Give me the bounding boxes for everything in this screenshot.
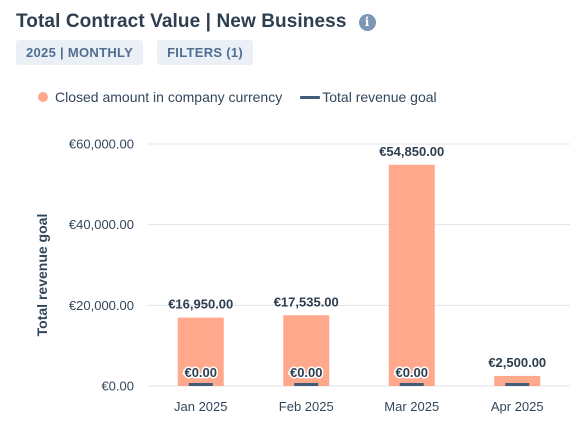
bar[interactable]: [177, 317, 224, 386]
x-tick-label: Mar 2025: [384, 399, 439, 414]
date-range-filter-button[interactable]: 2025 | MONTHLY: [16, 40, 144, 65]
info-icon[interactable]: i: [358, 13, 376, 31]
filter-pills: 2025 | MONTHLY FILTERS (1): [16, 40, 568, 65]
legend-line-swatch: [300, 95, 321, 99]
bar-value-label: €2,500.00: [488, 355, 546, 370]
x-tick-label: Jan 2025: [174, 399, 228, 414]
legend-bar-label[interactable]: Closed amount in company currency: [55, 89, 283, 105]
bar-value-label: €54,850.00: [379, 144, 444, 159]
goal-value-label: €0.00: [395, 365, 428, 380]
y-tick-label: €60,000.00: [69, 137, 134, 152]
legend-line-label[interactable]: Total revenue goal: [322, 89, 437, 105]
bar[interactable]: [494, 375, 541, 386]
x-tick-label: Feb 2025: [279, 399, 334, 414]
report-title: Total Contract Value | New Business: [16, 11, 347, 32]
y-tick-label: €0.00: [101, 379, 134, 394]
report-header: Total Contract Value | New Business i 20…: [16, 8, 568, 65]
filters-button[interactable]: FILTERS (1): [157, 40, 254, 65]
bar[interactable]: [388, 164, 435, 386]
bar-value-label: €17,535.00: [274, 294, 339, 309]
title-row: Total Contract Value | New Business i: [16, 8, 568, 36]
y-tick-label: €40,000.00: [69, 217, 134, 232]
goal-value-label: €0.00: [184, 365, 217, 380]
goal-value-label: €0.00: [290, 365, 323, 380]
y-tick-label: €20,000.00: [69, 298, 134, 313]
y-axis-label: Total revenue goal: [34, 214, 50, 337]
x-tick-label: Apr 2025: [491, 399, 544, 414]
goal-line-segment[interactable]: [399, 383, 424, 386]
bar[interactable]: [283, 315, 330, 386]
goal-line-segment[interactable]: [188, 383, 213, 386]
legend-bar-swatch: [38, 92, 48, 102]
bar-value-label: €16,950.00: [168, 297, 233, 312]
goal-line-segment[interactable]: [505, 383, 530, 386]
chart-legend: Closed amount in company currency Total …: [38, 89, 437, 105]
goal-line-segment[interactable]: [294, 383, 319, 386]
